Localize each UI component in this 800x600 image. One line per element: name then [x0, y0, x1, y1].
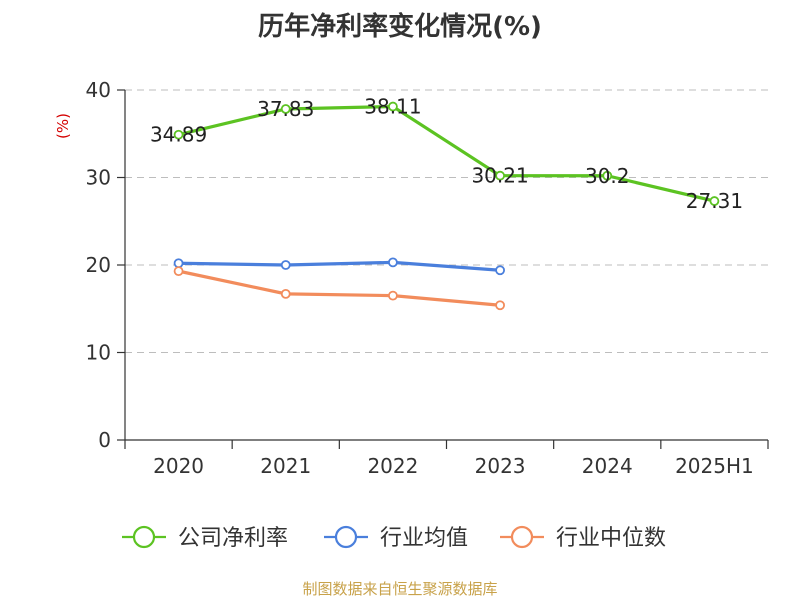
- gridlines: [125, 89, 768, 353]
- legend: 公司净利率 行业均值 行业中位数: [122, 525, 666, 551]
- legend-item[interactable]: 行业均值: [324, 525, 468, 551]
- legend-item[interactable]: 公司净利率: [122, 525, 288, 551]
- y-axis-label: (%): [54, 113, 72, 139]
- legend-marker: [510, 525, 534, 549]
- data-label: 37.83: [257, 97, 314, 121]
- data-point[interactable]: [495, 300, 505, 311]
- data-point[interactable]: [495, 170, 505, 181]
- legend-marker: [132, 525, 156, 549]
- x-tick-label: 2022: [367, 454, 418, 478]
- data-point[interactable]: [388, 257, 398, 268]
- x-tick-label: 2025H1: [675, 454, 754, 478]
- legend-marker: [334, 525, 358, 549]
- data-label: 30.2: [585, 164, 630, 188]
- series-lines: [173, 101, 720, 311]
- data-point[interactable]: [173, 258, 184, 269]
- data-point[interactable]: [173, 129, 184, 140]
- data-point[interactable]: [602, 170, 613, 181]
- y-tick-label: 30: [86, 166, 111, 190]
- axes: 0 10 20 30 40 (%) 2020 2021 2022 2023 2024 2025H1: [54, 78, 769, 478]
- x-tick-label: 2023: [475, 454, 526, 478]
- data-point[interactable]: [173, 266, 184, 277]
- series-line-1: [178, 260, 501, 272]
- data-labels: 34.89 37.83 38.11 30.21 30.2 27.31: [150, 95, 743, 214]
- data-point[interactable]: [280, 288, 291, 299]
- data-point[interactable]: [280, 260, 291, 270]
- legend-label: 行业中位数: [556, 526, 666, 551]
- data-point[interactable]: [388, 290, 398, 301]
- chart-title: 历年净利率变化情况(%): [258, 12, 542, 42]
- y-tick-label: 20: [86, 253, 111, 277]
- x-tick-label: 2024: [582, 454, 633, 478]
- data-label: 34.89: [150, 123, 207, 147]
- data-label: 30.21: [471, 164, 528, 188]
- y-tick-label: 40: [86, 78, 111, 102]
- data-point[interactable]: [280, 104, 291, 114]
- series-line-0: [178, 104, 715, 203]
- source-note: 制图数据来自恒生聚源数据库: [302, 580, 498, 598]
- data-point[interactable]: [495, 265, 505, 276]
- y-tick-label: 10: [86, 341, 111, 365]
- data-label: 27.31: [686, 189, 743, 213]
- x-tick-label: 2020: [153, 454, 204, 478]
- legend-label: 行业均值: [380, 526, 468, 551]
- y-tick-label: 0: [98, 428, 111, 452]
- data-point[interactable]: [709, 196, 720, 206]
- data-label: 38.11: [364, 95, 421, 119]
- legend-label: 公司净利率: [178, 526, 288, 551]
- x-tick-label: 2021: [260, 454, 311, 478]
- legend-item[interactable]: 行业中位数: [500, 525, 666, 551]
- data-point[interactable]: [388, 101, 398, 112]
- series-line-2: [178, 269, 501, 307]
